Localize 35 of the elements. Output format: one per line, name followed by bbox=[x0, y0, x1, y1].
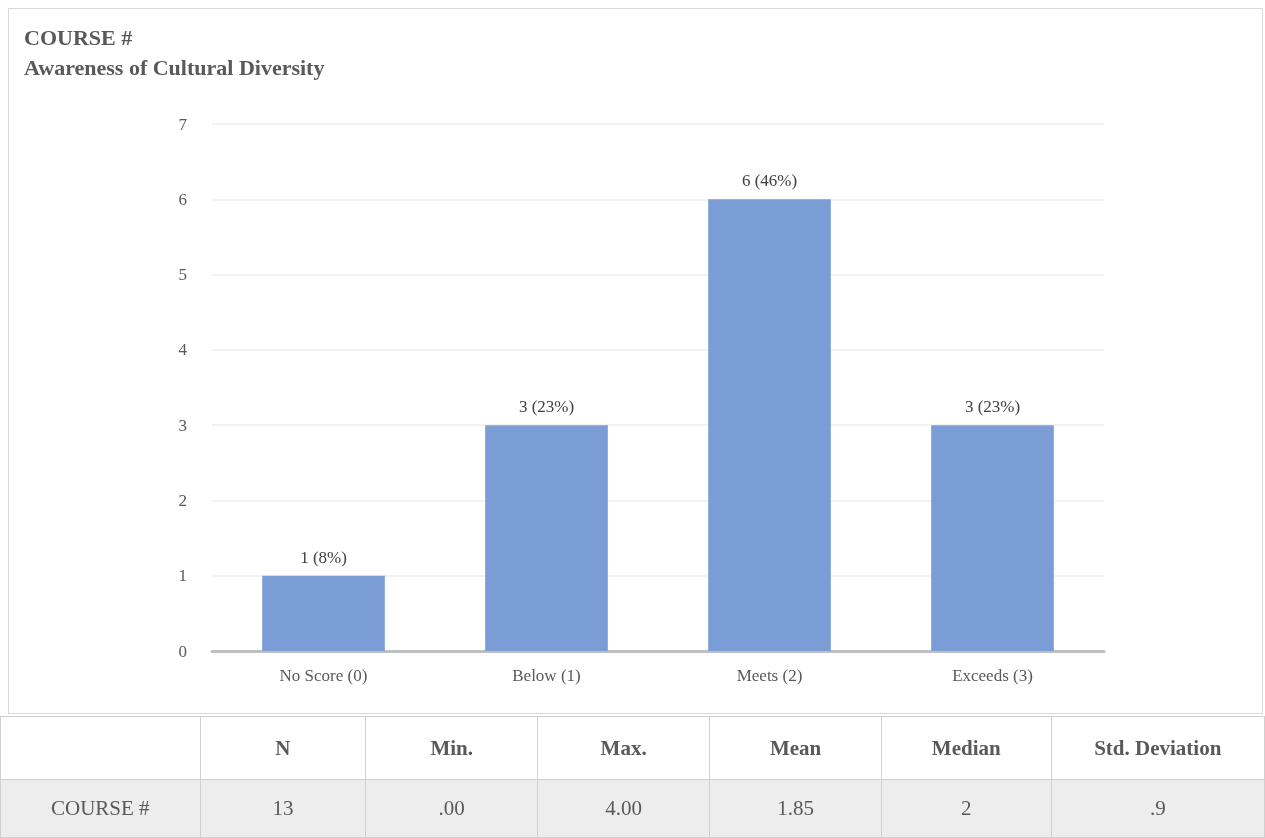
chart-title: COURSE # bbox=[24, 24, 133, 50]
text: 13 bbox=[272, 796, 294, 820]
category-label: Max. bbox=[537, 716, 710, 780]
data-label: 6 (46%) bbox=[741, 171, 798, 191]
bar bbox=[708, 199, 831, 651]
y-tick-label: 3 bbox=[178, 415, 187, 435]
text: .9 bbox=[1149, 796, 1166, 820]
y-tick-label: 2 bbox=[178, 490, 187, 510]
chart-subtitle: Awareness of Cultural Diversity bbox=[24, 54, 325, 80]
text: 2 bbox=[961, 796, 972, 820]
category-label: Min. bbox=[365, 716, 538, 780]
data-label: 3 (23%) bbox=[964, 397, 1021, 417]
x-tick-label: Below (1) bbox=[512, 666, 581, 685]
text: 1.85 bbox=[777, 796, 814, 820]
category-label: Mean bbox=[709, 716, 882, 780]
category-label: Median bbox=[881, 716, 1051, 780]
text: 4.00 bbox=[605, 796, 643, 820]
y-tick-label: 5 bbox=[178, 265, 187, 285]
category-label: COURSE # bbox=[50, 796, 150, 820]
x-tick-label: Meets (2) bbox=[736, 666, 803, 685]
bar bbox=[262, 575, 385, 651]
text: .00 bbox=[438, 796, 465, 820]
bar bbox=[931, 425, 1054, 651]
y-tick-label: 6 bbox=[178, 189, 187, 209]
x-tick-label: Exceeds (3) bbox=[952, 666, 1033, 685]
y-tick-label: 1 bbox=[178, 566, 187, 586]
category-label: N bbox=[200, 716, 366, 780]
data-label: 3 (23%) bbox=[518, 397, 575, 417]
y-tick-label: 0 bbox=[178, 641, 187, 661]
category-label: Std. Deviation bbox=[1051, 716, 1265, 780]
bar bbox=[485, 425, 608, 651]
y-tick-label: 4 bbox=[178, 340, 188, 360]
y-tick-label: 7 bbox=[178, 114, 188, 134]
data-label: 1 (8%) bbox=[300, 547, 347, 567]
x-tick-label: No Score (0) bbox=[279, 666, 368, 685]
